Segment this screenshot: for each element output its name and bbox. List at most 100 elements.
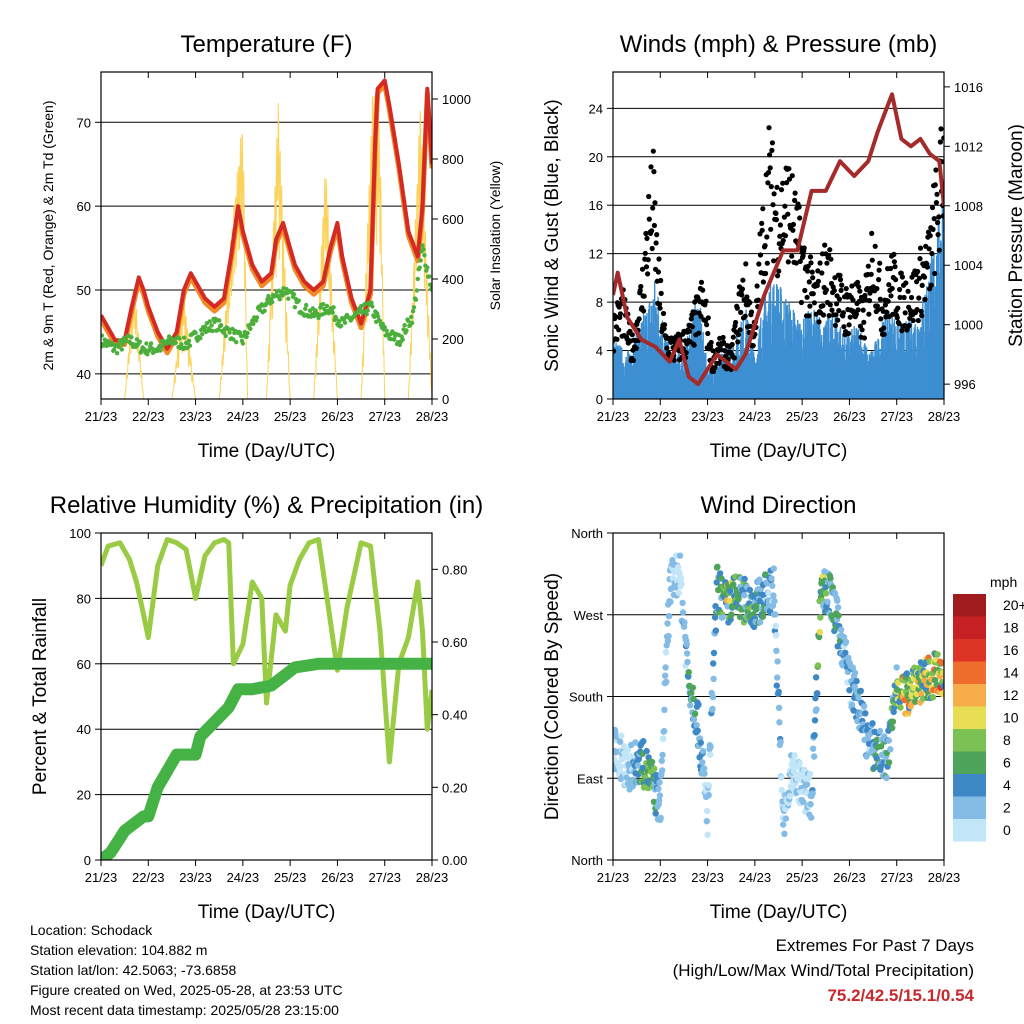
gust-point: [886, 282, 892, 288]
gust-point: [903, 280, 909, 286]
gust-point: [617, 311, 624, 317]
td-point: [392, 337, 397, 342]
y-tick-label: East: [577, 771, 603, 786]
y-right-tick-label: 0: [442, 392, 449, 407]
gust-point: [785, 211, 791, 217]
gust-point: [644, 235, 650, 241]
gust-point: [906, 322, 912, 329]
plot-area: [613, 92, 944, 399]
td-point: [296, 298, 301, 303]
gust-point: [927, 233, 933, 239]
td-point: [120, 341, 126, 347]
gust-point: [810, 291, 816, 297]
td-point: [277, 297, 282, 302]
gust-point: [629, 332, 635, 338]
direction-point: [918, 690, 925, 697]
gust-point: [807, 254, 814, 260]
y-tick-label: 8: [596, 295, 603, 310]
td-point: [160, 344, 165, 349]
direction-point: [897, 704, 904, 711]
direction-point: [768, 575, 775, 582]
direction-point: [834, 597, 841, 604]
gust-point: [704, 322, 710, 328]
gust-point: [650, 205, 656, 211]
direction-point: [791, 752, 798, 759]
gust-point: [789, 173, 795, 179]
y-right-tick-label: 0.40: [442, 708, 467, 723]
x-tick-label: 27/23: [880, 870, 913, 885]
gust-point: [891, 259, 898, 265]
x-tick-label: 25/23: [786, 409, 819, 424]
gust-point: [810, 275, 816, 281]
gust-point: [616, 327, 622, 333]
gust-point: [782, 233, 789, 239]
y-right-tick-label: 0.80: [442, 562, 467, 577]
gust-point: [853, 311, 860, 317]
direction-point: [726, 597, 734, 605]
gust-point: [771, 191, 777, 197]
td-point: [409, 314, 414, 320]
gust-point: [656, 256, 662, 262]
direction-point: [848, 701, 856, 708]
x-tick-label: 24/23: [227, 409, 260, 424]
direction-point: [827, 575, 834, 582]
gust-point: [876, 267, 882, 273]
td-point: [179, 342, 184, 347]
direction-point: [676, 552, 684, 559]
gust-point: [860, 307, 866, 313]
gust-point: [649, 245, 655, 252]
y-right-tick-label: 0.60: [442, 635, 467, 650]
y-right-tick-label: 0.00: [442, 853, 467, 868]
gust-point: [857, 288, 863, 294]
gust-point: [645, 257, 651, 263]
gust-point: [737, 327, 743, 333]
gust-point: [777, 233, 783, 239]
gust-point: [638, 283, 644, 290]
gust-point: [899, 274, 906, 280]
direction-point: [656, 792, 664, 799]
direction-point: [697, 739, 704, 746]
gust-point: [866, 298, 873, 304]
y-tick-label: North: [571, 853, 603, 868]
gust-point: [819, 270, 825, 276]
direction-point: [780, 821, 787, 828]
td-point: [364, 312, 369, 317]
td-point: [148, 341, 154, 346]
gust-point: [932, 182, 938, 188]
direction-point: [709, 693, 717, 701]
direction-point: [837, 626, 845, 633]
gust-point: [654, 232, 660, 238]
gust-point: [689, 324, 696, 330]
info-recent: Most recent data timestamp: 2025/05/28 2…: [30, 1002, 339, 1018]
gust-point: [833, 312, 839, 318]
gust-point: [872, 243, 878, 249]
gust-point: [768, 226, 774, 232]
direction-point: [624, 746, 631, 754]
chart-panel-4: Wind Direction North East South West North 21/…: [542, 492, 1024, 923]
gust-point: [800, 253, 806, 259]
direction-point: [835, 612, 842, 619]
gust-point: [940, 213, 944, 219]
direction-point: [883, 774, 890, 782]
td-point: [112, 347, 117, 352]
legend-label: 4: [1003, 777, 1011, 793]
gust-point: [816, 319, 822, 325]
direction-point: [809, 745, 817, 752]
direction-point: [869, 720, 876, 727]
direction-point: [765, 589, 772, 597]
gust-point: [901, 294, 907, 301]
gust-point: [708, 339, 714, 346]
gust-point: [658, 290, 664, 296]
gust-point: [730, 334, 736, 340]
direction-point: [617, 738, 624, 745]
gust-point: [655, 269, 662, 275]
td-point: [231, 337, 236, 342]
gust-point: [747, 300, 753, 306]
gust-point: [792, 190, 798, 196]
plot-frame: [612, 532, 945, 861]
gust-point: [932, 270, 938, 277]
y-tick-label: 16: [589, 198, 603, 213]
x-axis-label: Time (Day/UTC): [198, 902, 336, 923]
gust-point: [919, 313, 925, 319]
gust-point: [902, 310, 908, 316]
